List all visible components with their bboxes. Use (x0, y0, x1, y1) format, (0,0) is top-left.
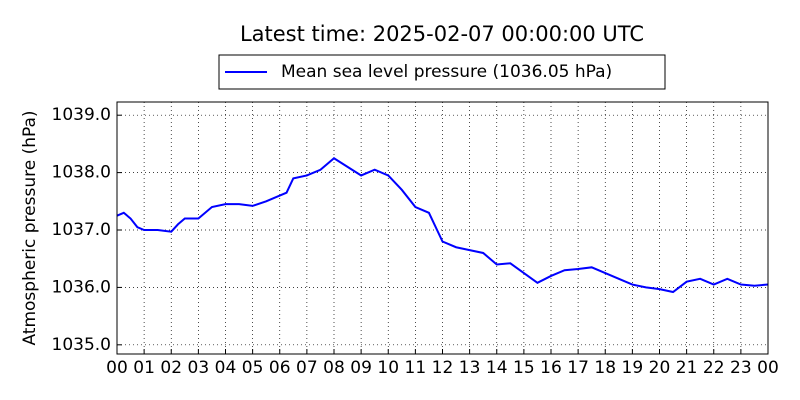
y-tick-label: 1037.0 (52, 220, 111, 240)
x-tick-label: 06 (269, 358, 291, 378)
x-tick-label: 21 (676, 358, 698, 378)
x-tick-label: 00 (106, 358, 128, 378)
x-tick-label: 07 (296, 358, 318, 378)
x-tick-label: 14 (486, 358, 508, 378)
y-tick-label: 1035.0 (52, 335, 111, 355)
plot-frame (116, 101, 769, 355)
x-tick-label: 05 (242, 358, 264, 378)
x-tick-label: 03 (188, 358, 210, 378)
x-tick-label: 01 (133, 358, 155, 378)
x-tick-label: 04 (215, 358, 237, 378)
x-tick-label: 20 (649, 358, 671, 378)
y-tick-label: 1036.0 (52, 277, 111, 297)
x-tick-label: 11 (405, 358, 427, 378)
x-tick-label: 00 (757, 358, 779, 378)
x-tick-label: 17 (567, 358, 589, 378)
x-tick-label: 02 (160, 358, 182, 378)
x-tick-label: 12 (432, 358, 454, 378)
x-tick-label: 10 (377, 358, 399, 378)
chart-title: Latest time: 2025-02-07 00:00:00 UTC (240, 22, 644, 46)
x-tick-label: 22 (703, 358, 725, 378)
x-tick-label: 09 (350, 358, 372, 378)
x-tick-label: 13 (459, 358, 481, 378)
x-tick-label: 23 (730, 358, 752, 378)
y-axis-label: Atmospheric pressure (hPa) (20, 110, 40, 345)
legend-label: Mean sea level pressure (1036.05 hPa) (281, 62, 612, 82)
y-tick-label: 1038.0 (52, 163, 111, 183)
x-tick-label: 19 (622, 358, 644, 378)
legend-box (218, 54, 666, 90)
y-tick-label: 1039.0 (52, 105, 111, 125)
x-tick-label: 18 (594, 358, 616, 378)
x-tick-label: 15 (513, 358, 535, 378)
x-tick-label: 08 (323, 358, 345, 378)
line-series (116, 157, 769, 294)
x-tick-label: 16 (540, 358, 562, 378)
